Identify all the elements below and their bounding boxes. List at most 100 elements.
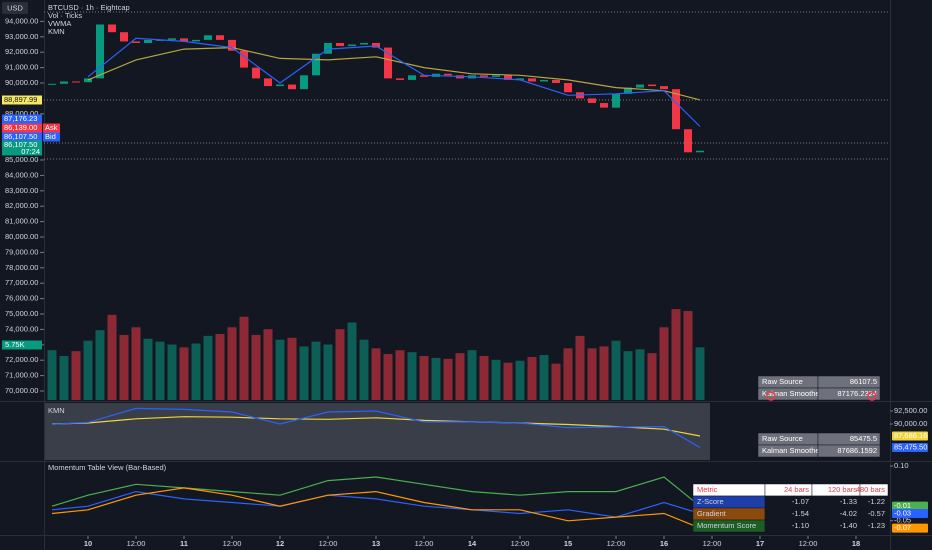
last-value-tag (892, 443, 928, 453)
last-value-tag (892, 523, 928, 533)
y-tick-label: 91,000.00 (5, 63, 38, 72)
candle (372, 42, 380, 48)
volume-bar (131, 327, 141, 400)
candle (180, 38, 188, 42)
line-series (51, 490, 701, 518)
candle (168, 38, 176, 40)
line-series (87, 46, 701, 101)
candle (324, 42, 332, 54)
table-text: 86107.5 (850, 377, 877, 386)
last-value-tag (892, 501, 928, 511)
y-tick-label: 88,000.00 (5, 109, 38, 118)
volume-bar (575, 335, 585, 400)
quote-tag-label: Ask (45, 123, 58, 132)
volume-bar (95, 330, 105, 400)
candle (612, 93, 620, 108)
table-text: Momentum Score (697, 521, 756, 530)
volume-bar (119, 334, 129, 400)
legend-vwma: VWMA (48, 19, 71, 28)
candle (72, 81, 80, 83)
x-tick-label: 12:00 (607, 539, 626, 548)
alert-icon (766, 391, 776, 401)
candle (144, 39, 152, 43)
x-tick-label: 17 (756, 539, 764, 548)
candle (684, 129, 692, 153)
kmn-pane-background (44, 403, 710, 460)
price-tag-label: 88,897.99 (4, 95, 37, 104)
last-value-label: -0.01 (894, 501, 911, 510)
candle (516, 78, 524, 80)
currency-button[interactable] (2, 2, 28, 14)
x-tick-label: 12:00 (799, 539, 818, 548)
volume-bar (539, 355, 549, 400)
y-tick-label: 78,000.00 (5, 263, 38, 272)
volume-bar (635, 349, 645, 400)
volume-bar (167, 344, 177, 400)
volume-bar (695, 347, 705, 400)
last-value-label: -0.07 (894, 523, 911, 532)
volume-bar (143, 338, 153, 400)
x-tick-label: 12 (276, 539, 284, 548)
volume-bar (611, 340, 621, 400)
price-tag (2, 95, 42, 105)
candle (336, 42, 344, 47)
volume-bar (275, 339, 285, 400)
candle (264, 78, 272, 87)
volume-bar (527, 356, 537, 400)
candle (84, 78, 92, 83)
volume-bar (311, 341, 321, 400)
y-tick-label: 72,000.00 (5, 355, 38, 364)
volume-bar (371, 348, 381, 400)
table-cell (817, 444, 881, 458)
volume-bar (407, 352, 417, 400)
table-text: Gradient (697, 509, 727, 518)
last-value-tag (892, 508, 928, 518)
volume-bar (59, 355, 69, 400)
volume-bar (623, 351, 633, 400)
volume-bar (491, 359, 501, 400)
y-tick-label: 92,500.00 (894, 406, 927, 415)
table-text: 24 bars (784, 485, 809, 494)
table-text: 85475.5 (850, 434, 877, 443)
candle (504, 75, 512, 80)
candle (276, 84, 284, 87)
price-tag-label: 87,176.23 (4, 114, 37, 123)
volume-bar (191, 343, 201, 400)
candle (528, 78, 536, 82)
legend-kmn: KMN (48, 27, 65, 36)
candle (696, 150, 704, 153)
legend-volume: Vol · Ticks (48, 11, 82, 20)
candle (204, 35, 212, 40)
volume-bar (335, 329, 345, 400)
table-cell (859, 519, 889, 533)
candle (108, 24, 116, 33)
volume-bar (599, 346, 609, 400)
y-tick-label: -0.05 (894, 516, 911, 525)
volume-bar (299, 346, 309, 400)
candle (120, 32, 128, 42)
line-series (87, 37, 701, 127)
x-tick-label: 13 (372, 539, 380, 548)
y-tick-label: 92,000.00 (5, 47, 38, 56)
y-tick-label: 77,000.00 (5, 278, 38, 287)
volume-bar (671, 309, 681, 400)
y-tick-label: 90,000.00 (5, 78, 38, 87)
volume-bar (479, 355, 489, 400)
volume-bar (215, 333, 225, 400)
last-value-label: -0.03 (894, 508, 911, 517)
table-text: -1.40 (840, 521, 857, 530)
x-tick-label: 12:00 (703, 539, 722, 548)
candle (540, 79, 548, 82)
table-text: Kalman Smoothed (762, 446, 824, 455)
price-tag-label: 86,107.50 (4, 140, 37, 149)
table-text: -1.33 (840, 497, 857, 506)
table-text: Kalman Smoothed (762, 389, 824, 398)
pane-title: KMN (48, 406, 65, 415)
x-tick-label: 16 (660, 539, 668, 548)
candle (360, 42, 368, 45)
line-series (51, 416, 701, 437)
y-tick-label: 94,000.00 (5, 16, 38, 25)
volume-bar (443, 358, 453, 400)
table-text: -0.57 (868, 509, 885, 518)
